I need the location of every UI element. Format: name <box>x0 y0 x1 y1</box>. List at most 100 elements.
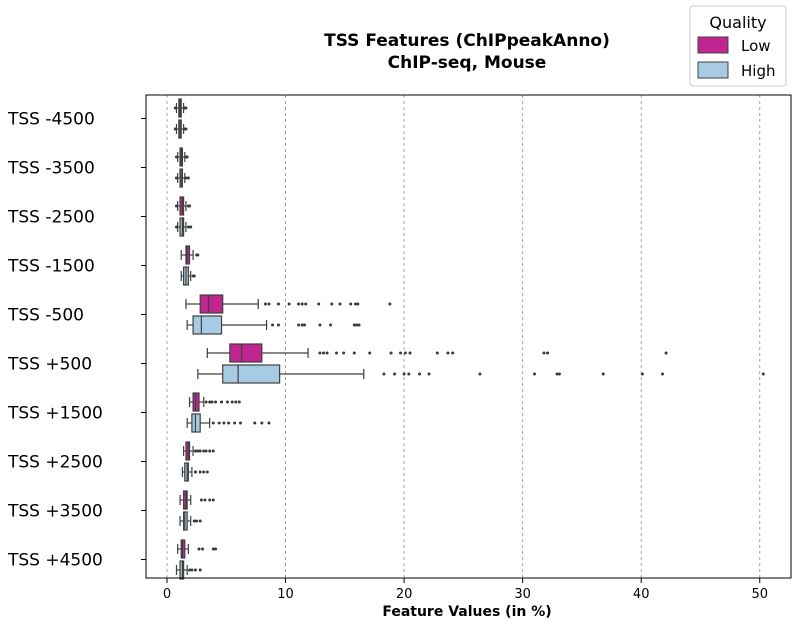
outlier-low-tss-3500-2 <box>185 155 189 159</box>
outlier-low-tss-500-7 <box>389 351 393 355</box>
outlier-low-tss-500-11 <box>353 302 357 306</box>
outlier-high-tss-500-3 <box>300 323 304 327</box>
legend-label-high: High <box>741 62 775 80</box>
box-high-tss-2500 <box>181 462 209 482</box>
outlier-high-tss-1500-3 <box>227 421 231 425</box>
outlier-low-tss-2500-0 <box>174 204 178 208</box>
x-tick-label-40: 40 <box>633 587 650 602</box>
outlier-high-tss-1500-6 <box>253 421 257 425</box>
outlier-high-tss-2500-1 <box>186 225 190 229</box>
outlier-low-tss-1500-7 <box>234 400 238 404</box>
outlier-high-tss-2500-3 <box>205 470 209 474</box>
outlier-high-tss-1500-8 <box>267 421 271 425</box>
outlier-high-tss-4500-1 <box>190 568 194 572</box>
outlier-high-tss-500-0 <box>271 323 275 327</box>
outlier-high-tss-1500-2 <box>222 421 226 425</box>
x-tick-label-10: 10 <box>277 587 294 602</box>
outlier-low-tss-500-5 <box>300 302 304 306</box>
iqr-box-low-tss-500 <box>199 294 224 314</box>
box-low-tss-4500 <box>177 539 218 559</box>
box-high-tss-4500 <box>175 560 202 580</box>
outlier-high-tss-2500-0 <box>174 225 178 229</box>
outlier-low-tss-4500-1 <box>201 547 205 551</box>
outlier-low-tss-500-6 <box>368 351 372 355</box>
outlier-low-tss-500-7 <box>317 302 321 306</box>
outlier-low-tss-1500-2 <box>210 400 214 404</box>
box-low-tss-2500 <box>182 441 215 461</box>
outlier-high-tss-500-6 <box>478 372 482 376</box>
outlier-low-tss-1500-6 <box>230 400 234 404</box>
iqr-box-low-tss-500 <box>229 343 263 363</box>
x-axis-label: Feature Values (in %) <box>382 604 551 620</box>
outlier-high-tss-500-12 <box>661 372 665 376</box>
outlier-low-tss-3500-3 <box>211 498 215 502</box>
outlier-high-tss-500-11 <box>640 372 644 376</box>
outlier-low-tss-500-13 <box>388 302 392 306</box>
outlier-low-tss-500-8 <box>330 302 334 306</box>
outlier-low-tss-500-0 <box>318 351 322 355</box>
box-plots <box>173 98 765 580</box>
y-tick-label-tss-500: TSS +500 <box>7 355 92 375</box>
box-high-tss-1500 <box>186 413 271 433</box>
outlier-high-tss-1500-7 <box>260 421 264 425</box>
outlier-high-tss-500-13 <box>761 372 765 376</box>
outlier-low-tss-2500-0 <box>193 449 197 453</box>
outlier-high-tss-500-8 <box>355 323 359 327</box>
outlier-high-tss-500-7 <box>352 323 356 327</box>
outlier-low-tss-3500-2 <box>208 498 212 502</box>
outlier-low-tss-1500-0 <box>204 400 208 404</box>
outlier-high-tss-1500-1 <box>217 421 221 425</box>
chart-subtitle: ChIP-seq, Mouse <box>388 53 547 73</box>
outlier-high-tss-1500-4 <box>233 421 237 425</box>
box-high-tss-3500 <box>179 511 202 531</box>
outlier-high-tss-500-0 <box>382 372 386 376</box>
outlier-low-tss-500-11 <box>435 351 439 355</box>
outlier-high-tss-500-2 <box>402 372 406 376</box>
iqr-box-high-tss-500 <box>222 364 281 384</box>
outlier-low-tss-500-6 <box>304 302 308 306</box>
outlier-high-tss-500-1 <box>393 372 397 376</box>
outlier-low-tss-500-1 <box>321 351 325 355</box>
outlier-low-tss-500-8 <box>399 351 403 355</box>
outlier-low-tss-3500-1 <box>203 498 207 502</box>
box-high-tss-500 <box>197 364 765 384</box>
outlier-low-tss-500-2 <box>276 302 280 306</box>
box-low-tss-2500 <box>174 196 192 216</box>
outlier-high-tss-500-5 <box>318 323 322 327</box>
outlier-low-tss-4500-2 <box>184 106 188 110</box>
outlier-high-tss-2500-0 <box>193 470 197 474</box>
legend-swatch-high <box>697 61 729 79</box>
outlier-low-tss-2500-6 <box>211 449 215 453</box>
outlier-high-tss-500-3 <box>407 372 411 376</box>
outlier-high-tss-500-9 <box>357 323 361 327</box>
outlier-high-tss-4500-2 <box>193 568 197 572</box>
outlier-low-tss-500-3 <box>287 302 291 306</box>
outlier-low-tss-500-13 <box>451 351 455 355</box>
outlier-low-tss-500-10 <box>349 302 353 306</box>
plot-frame <box>145 94 792 579</box>
outlier-low-tss-2500-2 <box>188 204 192 208</box>
outlier-low-tss-2500-1 <box>196 449 200 453</box>
outlier-low-tss-3500-0 <box>174 155 178 159</box>
outlier-high-tss-3500-1 <box>195 519 199 523</box>
outlier-high-tss-4500-3 <box>198 568 202 572</box>
outlier-high-tss-500-4 <box>418 372 422 376</box>
outlier-high-tss-500-2 <box>297 323 301 327</box>
outlier-high-tss-1500-1 <box>192 274 196 278</box>
outlier-low-tss-1500-1 <box>196 253 200 257</box>
outlier-high-tss-500-5 <box>427 372 431 376</box>
y-tick-label-tss-3500: TSS +3500 <box>7 502 103 522</box>
box-low-tss-1500 <box>180 245 200 265</box>
box-high-tss-2500 <box>174 217 193 237</box>
outlier-high-tss-500-6 <box>329 323 333 327</box>
box-low-tss-3500 <box>174 147 189 167</box>
x-tick-label-50: 50 <box>751 587 768 602</box>
outlier-low-tss-500-5 <box>352 351 356 355</box>
outlier-low-tss-500-9 <box>403 351 407 355</box>
outlier-low-tss-500-4 <box>342 351 346 355</box>
x-axis-ticks: 0 10 20 30 40 50 <box>163 578 768 602</box>
y-tick-label-tss-4500: TSS +4500 <box>7 551 103 571</box>
legend-title: Quality <box>709 13 766 32</box>
outlier-low-tss-500-4 <box>297 302 301 306</box>
y-tick-label-tss-2500: TSS -2500 <box>7 208 95 228</box>
